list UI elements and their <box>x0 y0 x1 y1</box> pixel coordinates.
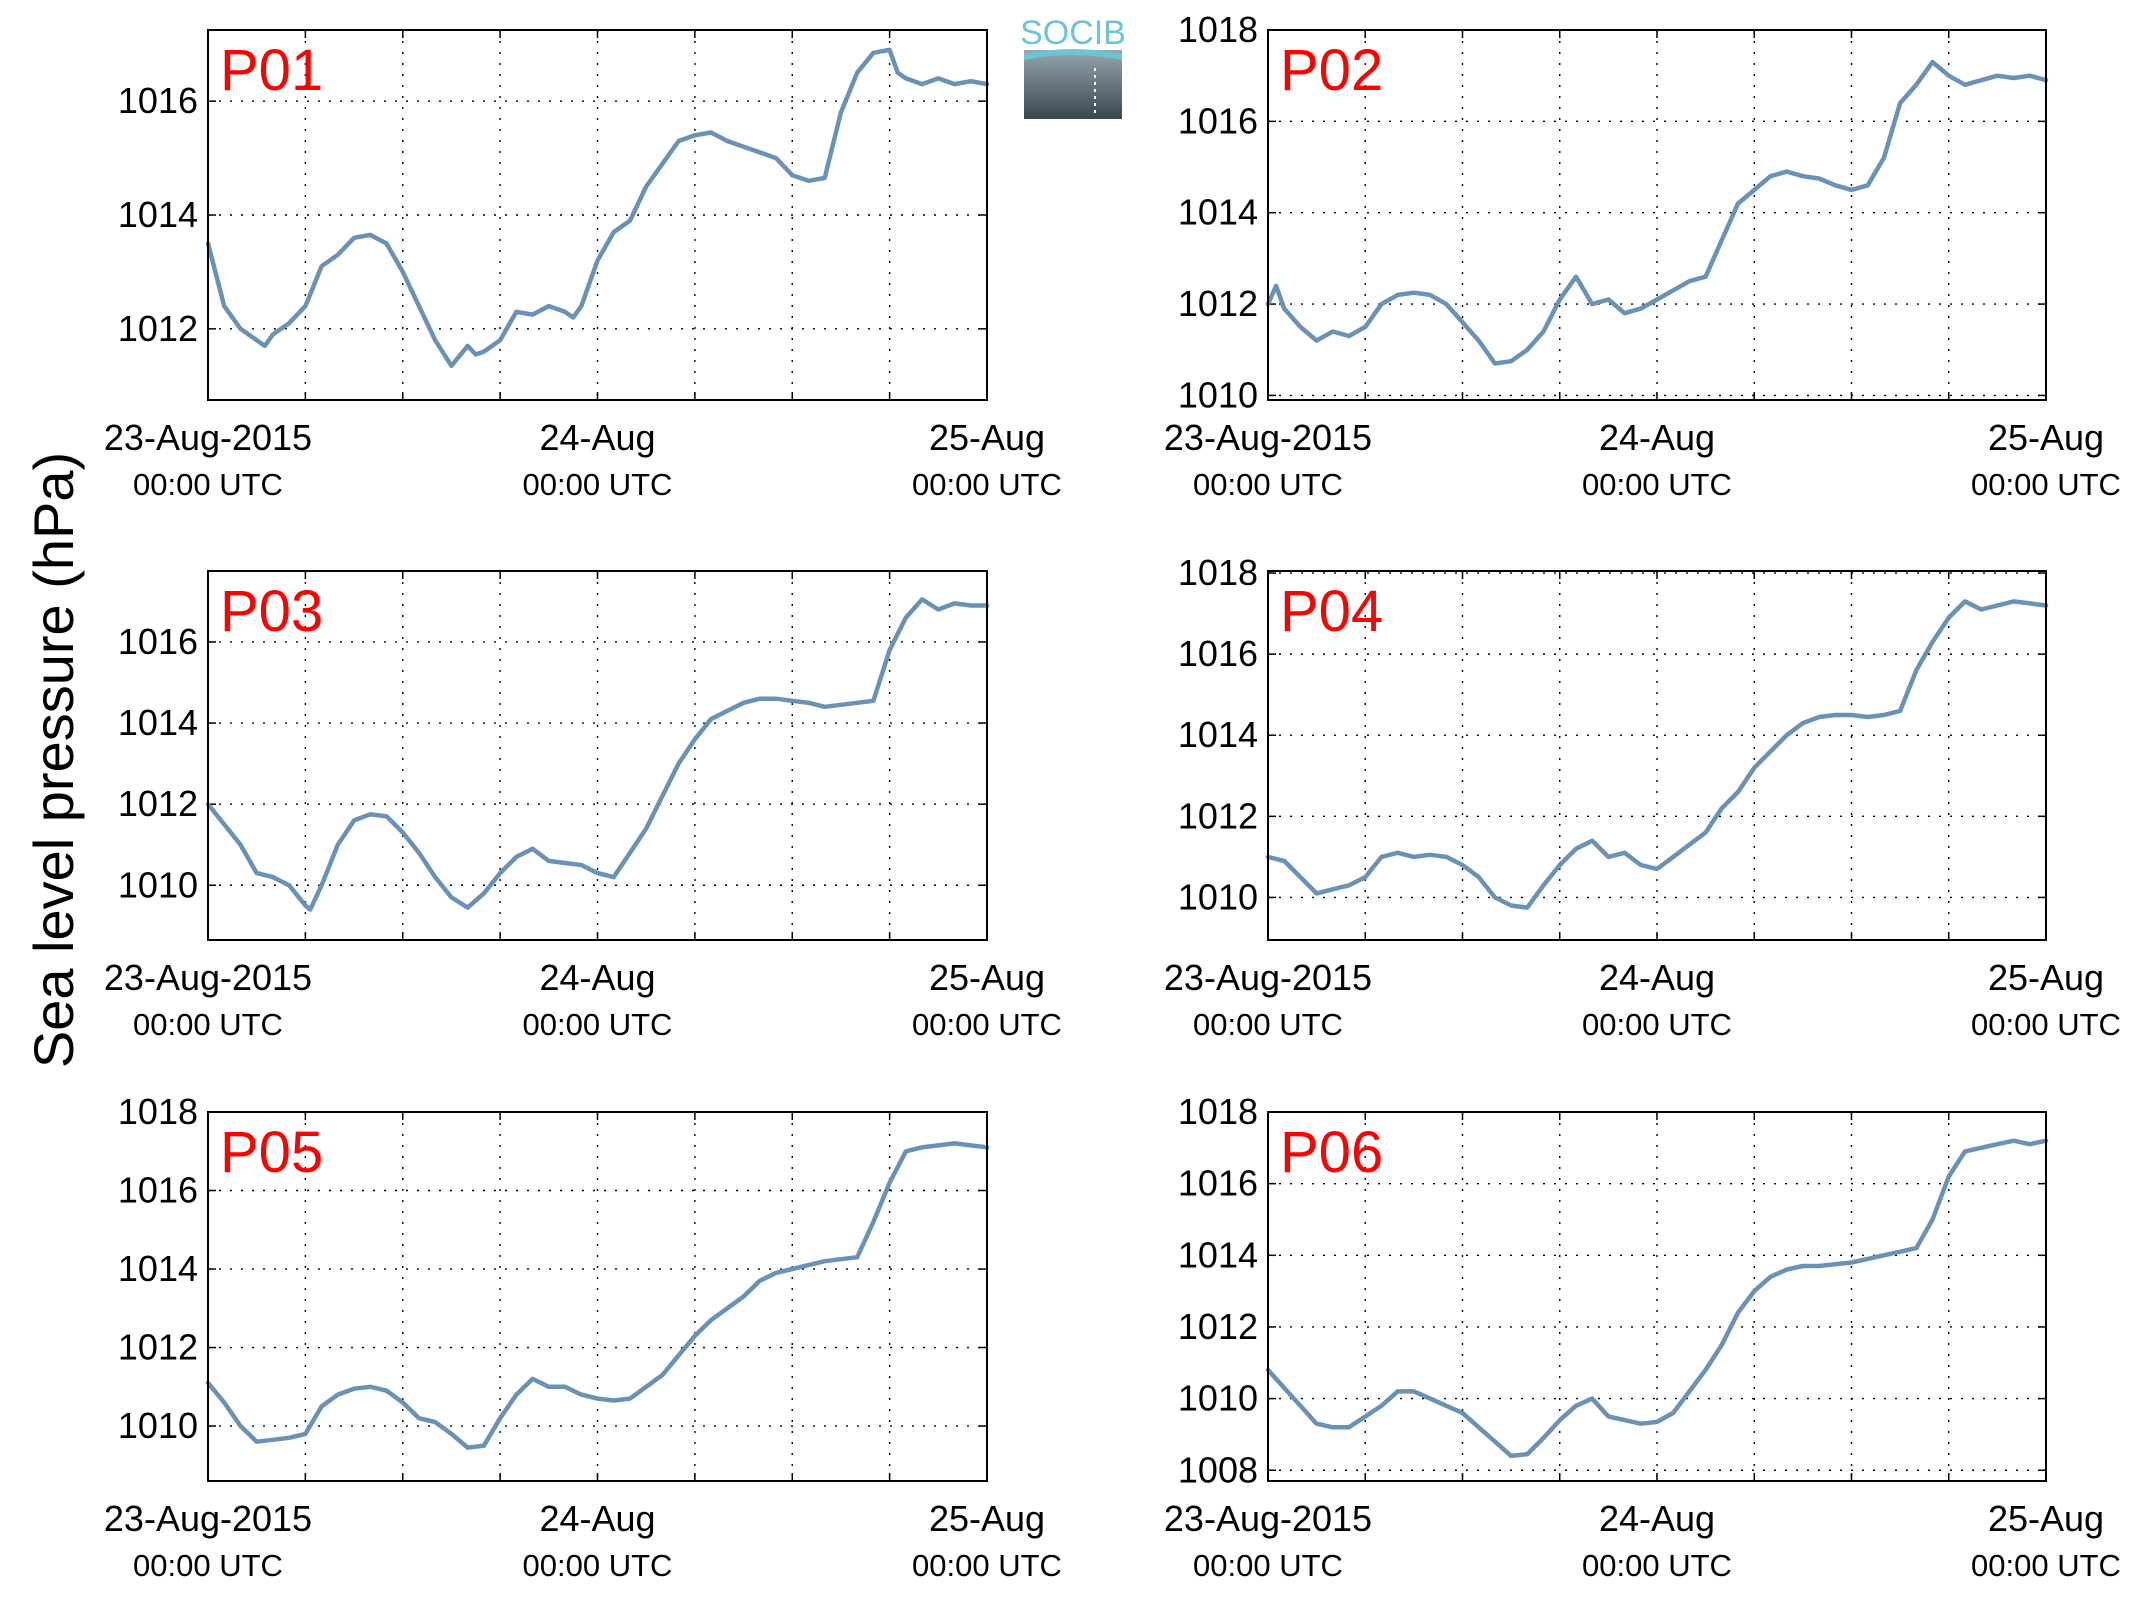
y-axis-label: Sea level pressure (hPa) <box>22 452 85 1068</box>
x-tick-sublabel: 00:00 UTC <box>1971 467 2121 502</box>
y-tick-label: 1008 <box>1178 1449 1258 1490</box>
x-tick-sublabel: 00:00 UTC <box>912 1548 1062 1583</box>
x-tick-label: 23-Aug-2015 <box>104 957 312 998</box>
y-tick-label: 1016 <box>1178 100 1258 141</box>
x-tick-sublabel: 00:00 UTC <box>1971 1007 2121 1042</box>
y-tick-label: 1018 <box>118 1091 198 1132</box>
y-tick-label: 1016 <box>1178 1163 1258 1204</box>
chart-panel-p02: 1010 1012 1014 1016 1018 23-Aug-2015 00:00 UTC… <box>1164 9 2121 502</box>
x-tick-sublabel: 00:00 UTC <box>912 1007 1062 1042</box>
axes-frame <box>1267 1111 2047 1482</box>
x-tick-label: 25-Aug <box>1988 1498 2104 1539</box>
x-tick-label: 25-Aug <box>929 1498 1045 1539</box>
panel-label: P01 <box>220 38 323 103</box>
x-tick-sublabel: 00:00 UTC <box>1193 467 1343 502</box>
y-tick-label: 1012 <box>1178 1306 1258 1347</box>
y-tick-label: 1012 <box>118 1327 198 1368</box>
x-tick-sublabel: 00:00 UTC <box>523 467 673 502</box>
axes-frame <box>207 570 988 941</box>
y-tick-label: 1016 <box>118 1170 198 1211</box>
y-tick-label: 1012 <box>1178 283 1258 324</box>
x-tick-sublabel: 00:00 UTC <box>1582 1007 1732 1042</box>
socib-logo: SOCIB <box>1020 14 1126 119</box>
x-tick-sublabel: 00:00 UTC <box>133 1548 283 1583</box>
x-tick-label: 23-Aug-2015 <box>104 417 312 458</box>
y-tick-label: 1018 <box>1178 552 1258 593</box>
chart-panel-p01: 1012 1014 1016 23-Aug-2015 00:00 UTC 24-Aug 00… <box>104 29 1062 502</box>
chart-panel-p04: 1010 1012 1014 1016 1018 23-Aug-2015 00:00 UTC… <box>1164 552 2121 1042</box>
x-tick-sublabel: 00:00 UTC <box>133 467 283 502</box>
x-tick-label: 24-Aug <box>1599 417 1715 458</box>
y-tick-label: 1016 <box>118 621 198 662</box>
panel-label: P02 <box>1280 38 1383 103</box>
x-tick-label: 23-Aug-2015 <box>1164 1498 1372 1539</box>
panel-label: P05 <box>220 1120 323 1185</box>
axes-frame <box>207 29 988 401</box>
chart-panel-p05: 1010 1012 1014 1016 1018 23-Aug-2015 00:00 UTC… <box>104 1091 1062 1583</box>
chart-panel-p03: 1010 1012 1014 1016 23-Aug-2015 00:00 UTC 24-A… <box>104 570 1062 1042</box>
y-tick-label: 1014 <box>1178 192 1258 233</box>
y-tick-label: 1014 <box>1178 1234 1258 1275</box>
y-tick-label: 1016 <box>118 80 198 121</box>
y-tick-label: 1010 <box>1178 1378 1258 1419</box>
chart-panel-p06: 1008 1010 1012 1014 1016 1018 23-Aug-2015 00:00… <box>1164 1091 2121 1583</box>
x-tick-label: 25-Aug <box>929 957 1045 998</box>
x-tick-sublabel: 00:00 UTC <box>523 1548 673 1583</box>
series-line-p05 <box>205 1141 990 1450</box>
x-tick-label: 25-Aug <box>929 417 1045 458</box>
x-tick-label: 23-Aug-2015 <box>1164 417 1372 458</box>
y-tick-label: 1010 <box>1178 374 1258 415</box>
x-tick-sublabel: 00:00 UTC <box>523 1007 673 1042</box>
y-tick-label: 1014 <box>118 194 198 235</box>
x-tick-sublabel: 00:00 UTC <box>1193 1007 1343 1042</box>
y-tick-label: 1014 <box>118 702 198 743</box>
y-tick-label: 1012 <box>118 308 198 349</box>
axes-frame <box>207 1111 988 1482</box>
y-tick-label: 1014 <box>118 1248 198 1289</box>
x-tick-sublabel: 00:00 UTC <box>1582 467 1732 502</box>
x-tick-label: 25-Aug <box>1988 417 2104 458</box>
y-tick-label: 1010 <box>1178 876 1258 917</box>
y-tick-label: 1018 <box>1178 1091 1258 1132</box>
series-line-p06 <box>1265 1138 2049 1459</box>
x-tick-label: 24-Aug <box>1599 1498 1715 1539</box>
x-tick-sublabel: 00:00 UTC <box>912 467 1062 502</box>
x-tick-sublabel: 00:00 UTC <box>1971 1548 2121 1583</box>
panel-label: P03 <box>220 579 323 644</box>
y-tick-label: 1010 <box>118 1405 198 1446</box>
panel-label: P06 <box>1280 1120 1383 1185</box>
x-tick-label: 23-Aug-2015 <box>104 1498 312 1539</box>
series-line-p03 <box>205 597 990 912</box>
x-tick-label: 25-Aug <box>1988 957 2104 998</box>
series-line-p01 <box>205 47 990 369</box>
series-line-p02 <box>1265 59 2049 366</box>
x-tick-sublabel: 00:00 UTC <box>1193 1548 1343 1583</box>
panel-label: P04 <box>1280 579 1383 644</box>
y-tick-label: 1016 <box>1178 633 1258 674</box>
x-tick-sublabel: 00:00 UTC <box>133 1007 283 1042</box>
y-tick-label: 1012 <box>1178 795 1258 836</box>
logo-wave <box>1024 49 1122 60</box>
x-tick-sublabel: 00:00 UTC <box>1582 1548 1732 1583</box>
y-tick-label: 1018 <box>1178 9 1258 50</box>
x-tick-label: 23-Aug-2015 <box>1164 957 1372 998</box>
x-tick-label: 24-Aug <box>1599 957 1715 998</box>
y-tick-label: 1012 <box>118 783 198 824</box>
logo-text: SOCIB <box>1020 14 1126 52</box>
logo-block <box>1024 50 1122 119</box>
x-tick-label: 24-Aug <box>539 417 655 458</box>
panels: 1012 1014 1016 23-Aug-2015 00:00 UTC 24-Aug 00… <box>104 9 2121 1583</box>
x-tick-label: 24-Aug <box>539 1498 655 1539</box>
series-line-p04 <box>1265 599 2049 910</box>
y-tick-label: 1010 <box>118 864 198 905</box>
x-tick-label: 24-Aug <box>539 957 655 998</box>
axes-frame <box>1267 570 2047 941</box>
axes-frame <box>1267 29 2047 401</box>
y-tick-label: 1014 <box>1178 714 1258 755</box>
